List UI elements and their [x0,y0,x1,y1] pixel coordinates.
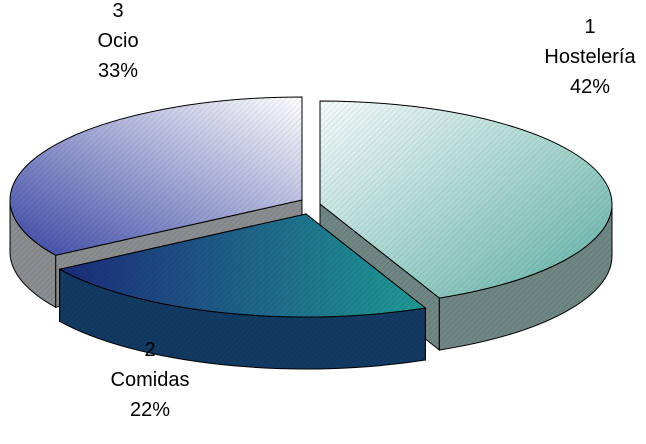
slice-1-label: 1 Hostelería 42% [544,16,636,98]
slice-3-side-hatch-1 [10,200,56,308]
slice-3-label: 3 Ocio 33% [97,0,138,82]
slice-label-percent: 33% [98,60,138,82]
slice-2 [58,212,427,370]
slice-3-top-hatch [10,97,302,256]
slice-2-label: 2 Comidas 22% [111,339,190,421]
slice-label-name: Hostelería [544,46,636,68]
slice-label-percent: 42% [570,76,610,98]
slice-label-name: Comidas [111,369,190,391]
slice-1-top-hatch [320,100,613,299]
slice-label-number: 3 [112,0,123,22]
slice-2-side-hatch-1 [59,269,426,369]
slice-label-percent: 22% [130,399,170,421]
slice-1-side-hatch-1 [439,204,612,351]
slice-2-top-hatch [59,214,426,318]
slice-label-number: 1 [584,16,595,38]
slice-label-number: 2 [144,339,155,361]
slice-label-name: Ocio [97,30,138,52]
